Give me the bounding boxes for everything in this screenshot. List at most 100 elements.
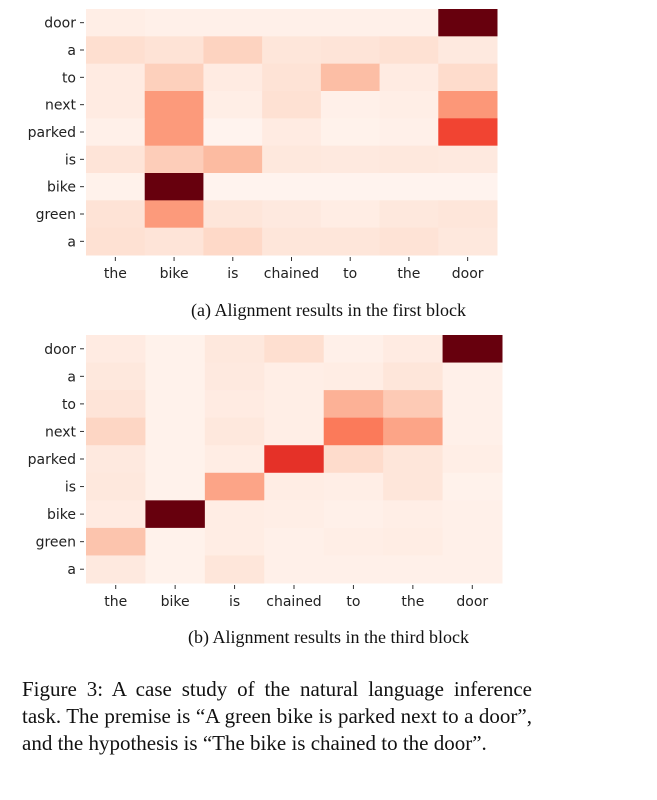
heatmap-cell <box>144 227 204 256</box>
heatmap-cell <box>144 91 204 119</box>
y-tick-label: next <box>45 424 77 440</box>
heatmap-cell <box>145 472 206 501</box>
heatmap-cell <box>264 500 325 529</box>
heatmap-cell <box>204 527 265 556</box>
y-tick-label: parked <box>28 452 76 468</box>
heatmap-cell <box>438 91 498 119</box>
heatmap-cell <box>144 118 204 147</box>
x-tick-label: the <box>104 266 127 282</box>
heatmap-cell <box>262 118 322 147</box>
y-tick-label: door <box>44 16 76 32</box>
heatmap-cell <box>203 227 263 256</box>
heatmap-cell <box>145 445 206 474</box>
heatmap-cell <box>203 200 263 229</box>
heatmap-cell <box>145 500 206 529</box>
heatmap-cell <box>144 63 204 92</box>
heatmap-cell <box>262 227 322 256</box>
heatmap-cell <box>264 445 325 474</box>
heatmap-cell <box>145 527 206 556</box>
heatmap-cell <box>379 91 439 119</box>
x-tick-label: the <box>401 594 424 610</box>
heatmap-cell <box>86 91 146 119</box>
heatmap-cell <box>203 36 263 65</box>
figure-caption: Figure 3: A case study of the natural la… <box>22 677 532 755</box>
y-tick-label: door <box>44 342 76 358</box>
heatmap-cell <box>323 390 384 419</box>
heatmap-cell <box>442 417 503 446</box>
y-tick-label: a <box>67 43 76 59</box>
x-tick-label: to <box>346 594 360 610</box>
x-tick-label: door <box>456 594 488 610</box>
heatmap-cell <box>262 173 322 201</box>
heatmap-cell <box>323 472 384 501</box>
heatmap-cell <box>320 9 381 37</box>
heatmap-cell <box>204 362 265 391</box>
heatmap-first-block: door a to next parked is bike green a the bike is ch… <box>28 9 498 282</box>
heatmap-cell <box>264 555 325 584</box>
x-tick-label: to <box>343 266 357 282</box>
heatmap-cell <box>144 9 204 37</box>
heatmap-cell <box>379 200 439 229</box>
x-tick-label: bike <box>160 266 189 282</box>
x-tick-label: the <box>397 266 420 282</box>
heatmap-cell <box>442 335 503 364</box>
heatmap-cell <box>204 417 265 446</box>
heatmap-cell <box>320 36 381 65</box>
y-tick-label: to <box>62 397 76 413</box>
heatmap-cell <box>438 145 498 174</box>
x-tick-label: chained <box>266 594 321 610</box>
heatmap-cell <box>264 335 325 364</box>
heatmap-cell <box>323 527 384 556</box>
heatmap-cell <box>203 173 263 201</box>
heatmap-cell <box>204 445 265 474</box>
heatmap-cell <box>203 145 263 174</box>
y-tick-label: green <box>36 207 76 223</box>
heatmap-cell <box>383 417 444 446</box>
heatmap-cell <box>262 36 322 65</box>
heatmap-cell <box>383 555 444 584</box>
heatmap-cell <box>323 555 384 584</box>
heatmap-cell <box>379 63 439 92</box>
heatmap-cell <box>144 36 204 65</box>
heatmap-cell <box>86 472 146 501</box>
heatmap-cell <box>86 362 146 391</box>
y-tick-label: next <box>45 98 77 114</box>
heatmap-cell <box>442 527 503 556</box>
heatmap-cell <box>144 200 204 229</box>
heatmap-cells <box>86 9 498 256</box>
heatmap-cell <box>438 63 498 92</box>
heatmap-cell <box>204 500 265 529</box>
heatmap-cell <box>438 9 498 37</box>
heatmap-cell <box>86 445 146 474</box>
heatmap-cell <box>383 335 444 364</box>
heatmap-cell <box>86 200 146 229</box>
heatmap-cell <box>203 63 263 92</box>
heatmap-cell <box>438 173 498 201</box>
y-tick-label: bike <box>47 180 76 196</box>
heatmap-cell <box>204 335 265 364</box>
heatmap-cell <box>145 417 206 446</box>
heatmap-cell <box>383 445 444 474</box>
heatmap-cell <box>323 445 384 474</box>
y-tick-label: is <box>65 152 76 168</box>
heatmap-cell <box>86 36 146 65</box>
y-tick-label: to <box>62 70 76 86</box>
heatmap-cell <box>264 527 325 556</box>
heatmap-cell <box>379 173 439 201</box>
heatmap-cell <box>262 200 322 229</box>
heatmap-cell <box>86 9 146 37</box>
heatmap-cell <box>144 173 204 201</box>
caption-third-block: (b) Alignment results in the third block <box>188 627 469 647</box>
heatmap-cell <box>438 36 498 65</box>
heatmap-cell <box>320 200 381 229</box>
x-tick-label: bike <box>161 594 190 610</box>
heatmap-cell <box>442 362 503 391</box>
heatmap-cell <box>323 362 384 391</box>
heatmap-cell <box>442 472 503 501</box>
heatmap-cell <box>86 555 146 584</box>
heatmap-cell <box>320 145 381 174</box>
x-tick-label: is <box>229 594 240 610</box>
heatmap-cell <box>86 335 146 364</box>
heatmap-cell <box>438 118 498 147</box>
heatmap-cell <box>379 118 439 147</box>
